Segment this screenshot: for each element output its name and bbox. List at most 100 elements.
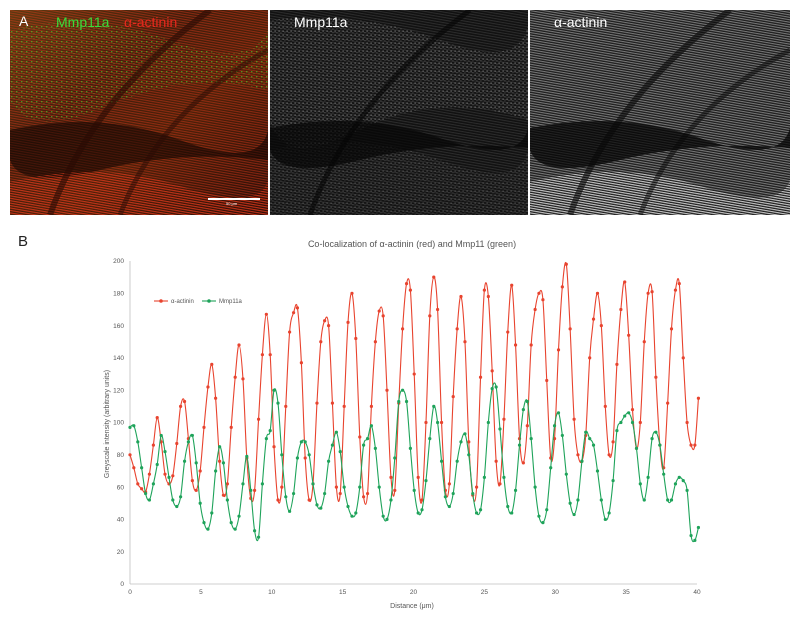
- series-1-point-26: [229, 521, 233, 525]
- series-1-point-134: [650, 437, 654, 441]
- series-0-point-82: [447, 482, 451, 486]
- series-1-point-44: [299, 440, 303, 444]
- series-0-point-46: [307, 498, 311, 502]
- series-1-point-46: [307, 453, 311, 457]
- series-0-point-93: [490, 369, 494, 373]
- series-0-point-65: [381, 314, 385, 318]
- series-0-point-77: [428, 314, 432, 318]
- series-0-point-60: [362, 495, 366, 499]
- series-0-point-141: [677, 282, 681, 286]
- series-1-point-75: [420, 508, 424, 512]
- y-tick-label: 120: [113, 387, 124, 394]
- series-0-point-13: [179, 404, 183, 408]
- series-1-point-145: [693, 538, 697, 542]
- series-1-point-2: [136, 440, 140, 444]
- series-1-point-87: [467, 453, 471, 457]
- series-1-point-105: [537, 514, 541, 518]
- series-0-point-58: [354, 336, 358, 341]
- series-1-point-40: [284, 495, 288, 499]
- series-0-point-66: [385, 388, 389, 392]
- series-0-point-16: [190, 479, 194, 483]
- series-1-point-88: [471, 491, 475, 496]
- series-1-point-86: [463, 432, 467, 436]
- series-0-point-25: [225, 482, 229, 486]
- series-1-point-27: [233, 527, 237, 531]
- series-0-point-97: [506, 330, 510, 334]
- series-0-point-140: [673, 288, 678, 292]
- series-0-point-135: [654, 375, 658, 379]
- series-0-point-14: [182, 399, 187, 404]
- series-1-point-102: [525, 399, 529, 404]
- series-0-point-78: [432, 275, 436, 279]
- series-1-point-120: [595, 469, 600, 473]
- series-1-point-8: [159, 433, 163, 438]
- series-0-point-61: [365, 491, 370, 496]
- y-axis-title: Greyscale intensity (arbitrary units): [104, 370, 111, 478]
- series-0-point-111: [560, 285, 564, 289]
- series-1-point-37: [272, 388, 276, 392]
- x-tick-label: 10: [268, 589, 276, 596]
- series-1-point-64: [377, 485, 381, 489]
- series-1-point-12: [175, 504, 179, 509]
- series-0-point-118: [588, 356, 592, 360]
- series-1-point-71: [404, 399, 409, 404]
- series-1-point-78: [432, 404, 436, 408]
- series-0-point-11: [171, 474, 175, 478]
- series-1-point-127: [623, 414, 627, 418]
- series-0-point-45: [303, 456, 307, 460]
- series-0-point-32: [253, 488, 257, 492]
- series-1-point-34: [260, 482, 264, 486]
- series-1-point-63: [373, 446, 377, 450]
- series-0-point-145: [693, 443, 697, 447]
- series-1-point-48: [315, 503, 319, 507]
- series-0-point-75: [420, 498, 424, 502]
- x-tick-label: 20: [410, 589, 418, 596]
- series-1-point-103: [529, 437, 533, 441]
- series-0-point-138: [666, 401, 670, 405]
- series-0-point-5: [147, 472, 152, 476]
- series-0-point-29: [241, 377, 245, 381]
- series-1-point-0: [128, 425, 132, 429]
- series-1-point-13: [179, 495, 183, 499]
- series-1-point-142: [681, 479, 685, 483]
- series-0-point-48: [315, 401, 319, 405]
- series-line-0: [129, 262, 699, 505]
- series-1-point-92: [486, 420, 490, 425]
- series-0-point-57: [350, 291, 354, 295]
- series-0-point-128: [627, 333, 631, 337]
- series-1-point-56: [346, 504, 350, 509]
- series-1-point-21: [210, 511, 214, 515]
- series-1-point-91: [482, 475, 486, 480]
- series-0-point-7: [155, 416, 159, 420]
- series-1-point-144: [689, 533, 693, 538]
- series-1-point-140: [673, 482, 678, 486]
- series-1-point-73: [412, 488, 416, 492]
- series-1-point-117: [584, 430, 588, 434]
- series-1-point-90: [478, 508, 483, 512]
- series-0-point-28: [237, 343, 241, 347]
- series-1-point-80: [439, 459, 444, 463]
- series-0-point-119: [591, 317, 596, 321]
- series-0-point-123: [607, 453, 611, 457]
- series-1-point-135: [654, 430, 658, 434]
- legend-marker-0: [159, 299, 163, 303]
- series-1-point-39: [280, 453, 284, 457]
- series-0-point-94: [494, 459, 498, 463]
- series-1-point-131: [638, 482, 642, 486]
- series-1-point-139: [669, 498, 674, 502]
- series-0-point-18: [198, 469, 202, 473]
- y-tick-label: 60: [117, 484, 125, 491]
- series-0-point-35: [264, 312, 268, 316]
- series-0-point-83: [451, 395, 455, 399]
- series-0-point-42: [291, 311, 296, 315]
- series-1-point-109: [552, 424, 557, 428]
- actinin-channel-label: α-actinin: [554, 14, 608, 30]
- series-1-point-1: [132, 424, 136, 428]
- series-0-point-144: [689, 443, 693, 447]
- series-0-point-56: [346, 320, 350, 324]
- series-0-point-124: [611, 440, 615, 444]
- actinin-micrograph: [530, 10, 790, 215]
- series-1-point-138: [666, 498, 670, 502]
- legend-label-0: α-actinin: [171, 299, 194, 305]
